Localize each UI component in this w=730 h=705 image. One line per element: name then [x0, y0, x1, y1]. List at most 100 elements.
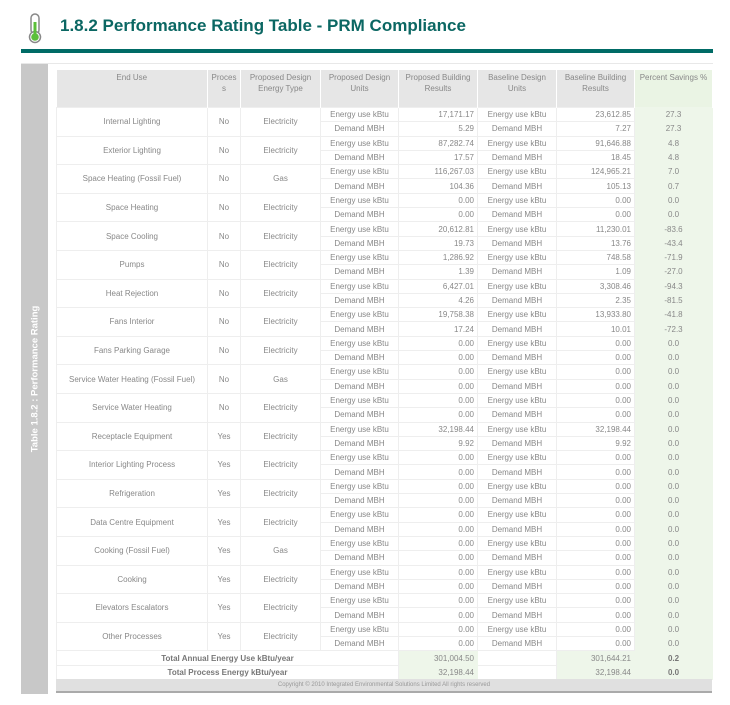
table-row: Internal Lighting No Electricity Energy use…: [56, 106, 713, 137]
baseline-units-cell: Demand MBH: [477, 321, 557, 337]
proposed-units-cell: Demand MBH: [320, 607, 399, 623]
percent-savings-demand-cell: 0.0: [634, 378, 713, 394]
proposed-energy-cell: 17,171.17: [398, 106, 478, 123]
side-label-bar: Table 1.8.2 : Performance Rating: [21, 64, 48, 694]
proposed-units-cell: Demand MBH: [320, 550, 399, 566]
proposed-demand-cell: 17.57: [398, 149, 478, 166]
process-cell: No: [207, 307, 241, 337]
process-cell: Yes: [207, 450, 241, 480]
col-header-baseline-results: Baseline Building Results: [556, 70, 635, 108]
baseline-units-cell: Energy use kBtu: [477, 221, 557, 237]
baseline-units-cell: Demand MBH: [477, 121, 557, 137]
baseline-units-cell: Energy use kBtu: [477, 106, 557, 123]
table-subrow: Demand MBH 5.29 Demand MBH 7.27 27.3: [57, 121, 713, 137]
table-row: Service Water Heating No Electricity Energy…: [56, 392, 713, 423]
energy-type-cell: Electricity: [240, 392, 321, 423]
proposed-energy-cell: 0.00: [398, 593, 478, 609]
proposed-energy-cell: 87,282.74: [398, 135, 478, 151]
percent-savings-demand-cell: 0.0: [634, 578, 713, 595]
title-divider: [21, 49, 713, 53]
proposed-energy-cell: 1,286.92: [398, 249, 478, 266]
process-cell: Yes: [207, 507, 241, 537]
baseline-units-cell: Energy use kBtu: [477, 478, 557, 495]
col-header-process: Process: [207, 70, 241, 108]
end-use-cell: Data Centre Equipment: [56, 507, 208, 537]
proposed-units-cell: Energy use kBtu: [320, 164, 399, 180]
baseline-energy-cell: 32,198.44: [556, 421, 635, 437]
percent-savings-demand-cell: 4.8: [634, 149, 713, 166]
totals-label: Total Process Energy kBtu/year: [56, 664, 399, 681]
baseline-energy-cell: 0.00: [556, 478, 635, 495]
percent-savings-demand-cell: 0.0: [634, 493, 713, 509]
proposed-demand-cell: 0.00: [398, 578, 478, 595]
end-use-cell: Refrigeration: [56, 478, 208, 509]
baseline-units-cell: Energy use kBtu: [477, 450, 557, 466]
proposed-units-cell: Demand MBH: [320, 350, 399, 366]
table-row: Elevators Escalators Yes Electricity Energy…: [56, 593, 713, 623]
baseline-units-cell: Energy use kBtu: [477, 621, 557, 637]
baseline-demand-cell: 0.00: [556, 635, 635, 652]
percent-savings-energy-cell: 0.0: [634, 478, 713, 495]
percent-savings-demand-cell: 0.0: [634, 550, 713, 566]
proposed-energy-cell: 116,267.03: [398, 164, 478, 180]
baseline-demand-cell: 0.00: [556, 207, 635, 223]
proposed-units-cell: Demand MBH: [320, 407, 399, 423]
baseline-units-cell: Demand MBH: [477, 292, 557, 309]
percent-savings-energy-cell: 0.0: [634, 421, 713, 437]
percent-savings-energy-cell: -83.6: [634, 221, 713, 237]
baseline-units-cell: Energy use kBtu: [477, 392, 557, 409]
performance-rating-table: End Use Process Proposed Design Energy T…: [56, 70, 713, 681]
baseline-energy-cell: 0.00: [556, 564, 635, 580]
baseline-demand-cell: 1.09: [556, 264, 635, 280]
baseline-demand-cell: 13.76: [556, 235, 635, 251]
proposed-demand-cell: 0.00: [398, 464, 478, 480]
energy-type-cell: Electricity: [240, 335, 321, 366]
baseline-units-cell: Demand MBH: [477, 149, 557, 166]
baseline-demand-cell: 10.01: [556, 321, 635, 337]
table-subrow: Demand MBH 0.00 Demand MBH 0.00 0.0: [57, 350, 713, 366]
percent-savings-demand-cell: 0.0: [634, 607, 713, 623]
thermometer-icon: [28, 13, 42, 44]
baseline-units-cell: Energy use kBtu: [477, 507, 557, 523]
col-header-percent-savings: Percent Savings %: [634, 70, 713, 108]
baseline-demand-cell: 0.00: [556, 607, 635, 623]
percent-savings-energy-cell: -41.8: [634, 307, 713, 323]
percent-savings-energy-cell: 4.8: [634, 135, 713, 151]
proposed-demand-cell: 0.00: [398, 607, 478, 623]
proposed-units-cell: Energy use kBtu: [320, 249, 399, 266]
totals-baseline: 32,198.44: [556, 664, 635, 681]
baseline-units-cell: Energy use kBtu: [477, 192, 557, 209]
table-row: Heat Rejection No Electricity Energy use kB…: [56, 278, 713, 309]
totals-proposed: 301,004.50: [398, 650, 478, 666]
proposed-energy-cell: 0.00: [398, 535, 478, 552]
baseline-units-cell: Demand MBH: [477, 607, 557, 623]
baseline-units-cell: Energy use kBtu: [477, 335, 557, 352]
baseline-demand-cell: 0.00: [556, 550, 635, 566]
table-subrow: Demand MBH 9.92 Demand MBH 9.92 0.0: [57, 435, 713, 452]
process-cell: No: [207, 249, 241, 280]
proposed-energy-cell: 6,427.01: [398, 278, 478, 294]
empty-cell: [477, 664, 557, 681]
end-use-cell: Fans Parking Garage: [56, 335, 208, 366]
table-subrow: Demand MBH 0.00 Demand MBH 0.00 0.0: [57, 493, 713, 509]
energy-type-cell: Electricity: [240, 564, 321, 595]
baseline-energy-cell: 91,646.88: [556, 135, 635, 151]
proposed-demand-cell: 0.00: [398, 407, 478, 423]
energy-type-cell: Electricity: [240, 221, 321, 251]
proposed-energy-cell: 20,612.81: [398, 221, 478, 237]
side-label: Table 1.8.2 : Performance Rating: [29, 305, 40, 453]
percent-savings-demand-cell: 0.0: [634, 464, 713, 480]
energy-type-cell: Electricity: [240, 107, 321, 137]
percent-savings-energy-cell: 0.0: [634, 564, 713, 580]
baseline-units-cell: Demand MBH: [477, 550, 557, 566]
totals-proposed: 32,198.44: [398, 664, 478, 681]
proposed-units-cell: Energy use kBtu: [320, 106, 399, 123]
proposed-energy-cell: 19,758.38: [398, 307, 478, 323]
baseline-units-cell: Energy use kBtu: [477, 135, 557, 151]
baseline-energy-cell: 0.00: [556, 192, 635, 209]
proposed-units-cell: Energy use kBtu: [320, 278, 399, 294]
table-row: Fans Interior No Electricity Energy use kBt…: [56, 307, 713, 337]
baseline-energy-cell: 23,612.85: [556, 106, 635, 123]
proposed-units-cell: Demand MBH: [320, 292, 399, 309]
table-subrow: Demand MBH 4.26 Demand MBH 2.35 -81.5: [57, 292, 713, 309]
